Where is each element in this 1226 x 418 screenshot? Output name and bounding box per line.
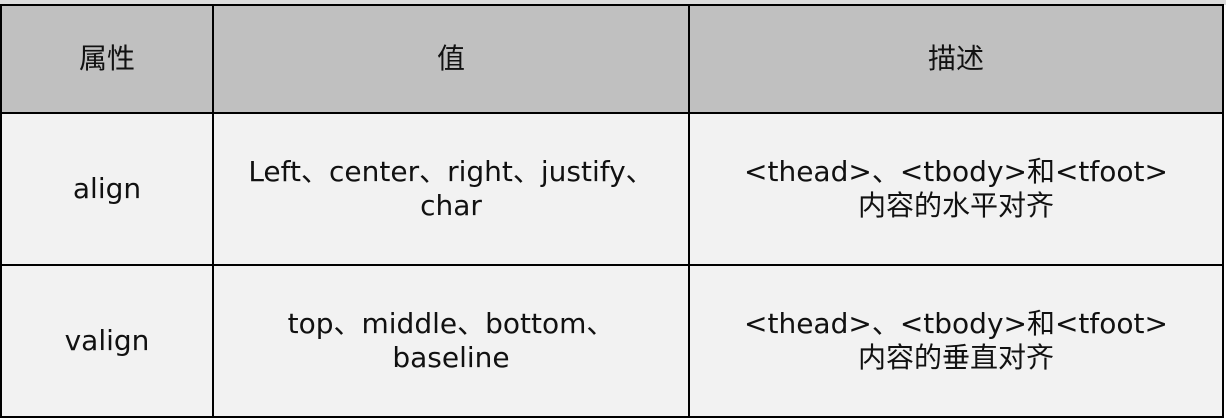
cell-description-line: 内容的垂直对齐 bbox=[857, 341, 1054, 374]
cell-value-line: Left、center、right、justify、 bbox=[248, 155, 654, 188]
header-attribute: 属性 bbox=[0, 4, 214, 114]
attribute-table: 属性 值 描述 align Left、center、right、justify、… bbox=[0, 4, 1224, 418]
cell-description-line: 内容的水平对齐 bbox=[857, 189, 1054, 222]
top-strip bbox=[0, 0, 1226, 5]
table-row: valign top、middle、bottom、 baseline <thea… bbox=[0, 264, 1224, 418]
cell-value: Left、center、right、justify、 char bbox=[212, 112, 690, 266]
cell-description: <thead>、<tbody>和<tfoot> 内容的水平对齐 bbox=[688, 112, 1224, 266]
cell-value-line: baseline bbox=[392, 341, 510, 374]
table-header: 属性 值 描述 bbox=[0, 4, 1224, 114]
header-description: 描述 bbox=[688, 4, 1224, 114]
cell-attribute: valign bbox=[0, 264, 214, 418]
cell-value-line: char bbox=[420, 189, 482, 222]
cell-description: <thead>、<tbody>和<tfoot> 内容的垂直对齐 bbox=[688, 264, 1224, 418]
table-row: align Left、center、right、justify、 char <t… bbox=[0, 112, 1224, 266]
cell-value-line: top、middle、bottom、 bbox=[287, 307, 615, 340]
cell-attribute: align bbox=[0, 112, 214, 266]
header-value: 值 bbox=[212, 4, 690, 114]
header-row: 属性 值 描述 bbox=[0, 4, 1224, 114]
cell-value: top、middle、bottom、 baseline bbox=[212, 264, 690, 418]
cell-description-line: <thead>、<tbody>和<tfoot> bbox=[744, 155, 1168, 188]
cell-description-line: <thead>、<tbody>和<tfoot> bbox=[744, 307, 1168, 340]
table-body: align Left、center、right、justify、 char <t… bbox=[0, 112, 1224, 418]
